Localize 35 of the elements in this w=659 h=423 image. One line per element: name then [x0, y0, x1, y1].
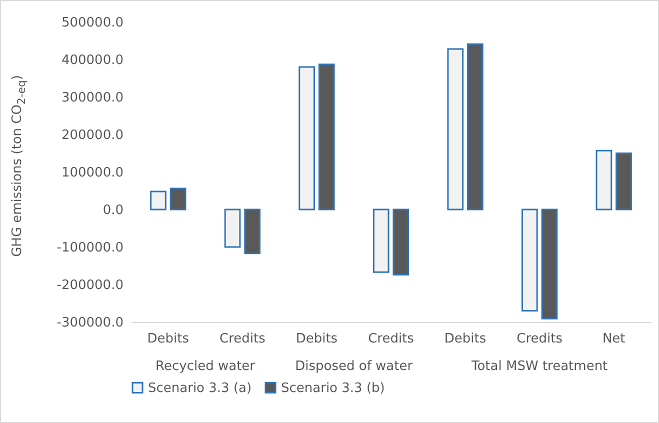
x-tick-label: Debits [147, 332, 190, 346]
y-tick-label: 400000.0 [61, 53, 124, 68]
bar [596, 150, 612, 210]
bar [392, 208, 410, 276]
y-tick-label: 500000.0 [61, 16, 124, 30]
bar [150, 190, 166, 210]
bar [170, 188, 186, 210]
text: Recycled water [156, 359, 256, 374]
y-tick-label: -100000.0 [56, 240, 124, 256]
text: Total MSW treatment [470, 359, 608, 374]
bar [224, 208, 241, 248]
x-tick-label: Net [602, 332, 626, 346]
bar [616, 152, 632, 210]
y-tick-label: 100000.0 [61, 166, 124, 180]
y-tick-label: 300000.0 [61, 90, 124, 106]
x-tick-label: Debits [444, 332, 486, 346]
legend-label: Scenario 3.3 (a) [148, 380, 252, 396]
y-tick-label: 0.0 [102, 203, 124, 218]
bar [541, 208, 558, 320]
legend-label: Scenario 3.3 (b) [281, 380, 385, 396]
x-tick-label: Credits [368, 332, 414, 346]
bar [244, 208, 261, 254]
bar [447, 48, 464, 210]
y-tick-label: -200000.0 [56, 278, 124, 293]
bar [318, 64, 335, 210]
bar [298, 66, 315, 210]
bar [521, 208, 538, 312]
bar [467, 43, 484, 210]
bar [372, 208, 390, 273]
text: Disposed of water [295, 359, 414, 374]
x-tick-label: Credits [219, 332, 266, 346]
y-tick-label: -300000.0 [56, 316, 124, 330]
x-tick-label: Debits [296, 332, 338, 346]
y-tick-label: 200000.0 [61, 128, 124, 143]
x-tick-label: Credits [516, 332, 563, 346]
